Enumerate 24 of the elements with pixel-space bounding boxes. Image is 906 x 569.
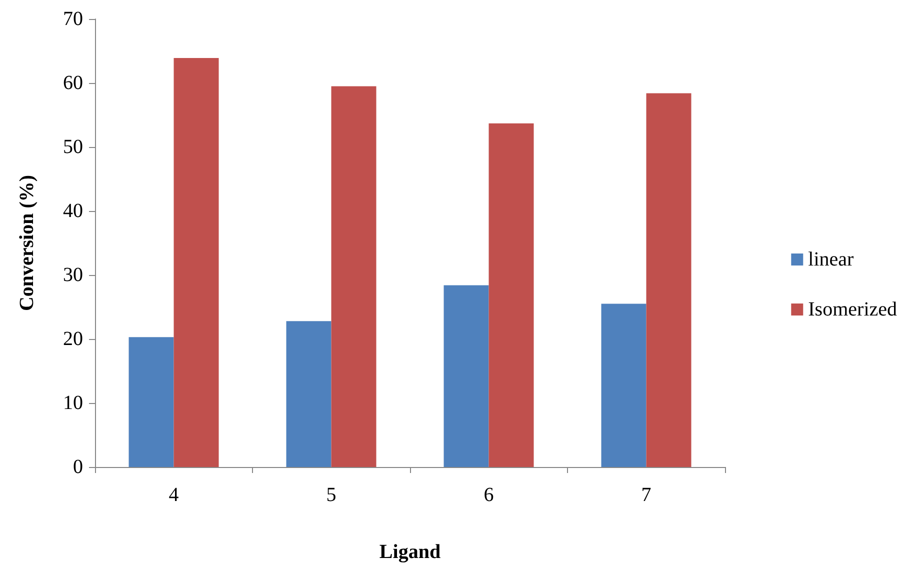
x-tick-label: 6: [484, 484, 494, 506]
bar: [601, 304, 646, 467]
x-tick-label: 5: [326, 484, 336, 506]
x-tick-label: 4: [168, 484, 179, 506]
bar: [286, 321, 332, 467]
x-tick-label: 7: [641, 484, 652, 506]
bar: [174, 58, 219, 467]
legend-label: linear: [808, 248, 854, 270]
bar: [331, 86, 376, 467]
legend-label: Isomerized: [808, 298, 898, 320]
y-axis-title: Conversion (%): [16, 174, 38, 312]
bar: [488, 123, 534, 467]
bar: [444, 285, 489, 467]
y-tick-label: 40: [63, 200, 83, 222]
bar: [128, 337, 174, 467]
y-tick-label: 30: [63, 264, 83, 286]
y-tick-label: 10: [63, 392, 83, 414]
y-tick-label: 70: [63, 8, 83, 30]
y-tick-label: 50: [63, 136, 83, 158]
y-tick-label: 20: [63, 328, 83, 350]
y-tick-label: 60: [63, 72, 83, 94]
x-axis-title: Ligand: [379, 541, 441, 563]
y-tick-label: 0: [73, 456, 83, 478]
bar: [646, 93, 692, 467]
